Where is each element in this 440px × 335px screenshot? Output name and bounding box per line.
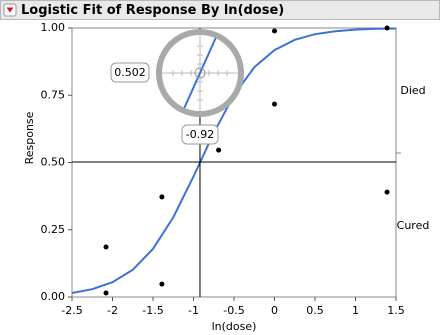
x-axis-label: ln(dose): [212, 320, 257, 333]
level-label: Cured: [397, 219, 430, 232]
y-tick-label: 1.00: [41, 21, 66, 34]
data-point: [103, 290, 109, 296]
y-tick-label: 0.50: [41, 156, 66, 169]
data-point: [272, 101, 277, 107]
crosshair-x-label: -0.92: [186, 128, 214, 141]
data-point: [103, 244, 109, 250]
x-tick-label: 0.5: [306, 304, 324, 317]
x-tick-label: -1.5: [142, 304, 163, 317]
data-point: [384, 189, 390, 195]
data-point: [216, 147, 222, 153]
x-tick-label: 1: [352, 304, 359, 317]
y-tick-label: 0.75: [41, 88, 66, 101]
magnifier-center: [194, 67, 206, 79]
crosshair-y-box: [110, 62, 150, 83]
data-point: [159, 281, 165, 287]
x-tick-label: 0: [271, 304, 278, 317]
x-tick-label: -0.5: [223, 304, 244, 317]
y-tick-label: 0.25: [41, 223, 66, 236]
crosshair-y-label: 0.502: [114, 66, 146, 79]
magnifier-curve: [177, 33, 223, 113]
level-label: Died: [400, 84, 425, 97]
crosshair-x-box: [181, 124, 219, 145]
x-tick-label: -2.5: [61, 304, 82, 317]
y-tick-label: 0.00: [41, 290, 66, 303]
chart-title: Logistic Fit of Response By ln(dose): [21, 3, 284, 18]
x-tick-label: -2: [107, 304, 118, 317]
x-tick-label: 1.5: [387, 304, 405, 317]
magnifier-view: [160, 33, 240, 113]
y-axis-label: Response: [23, 111, 36, 164]
data-point: [272, 28, 277, 34]
magnifier-ring: [156, 29, 244, 117]
x-tick-label: -1: [188, 304, 199, 317]
data-point: [384, 25, 390, 31]
red-triangle: [6, 7, 14, 13]
data-point: [159, 194, 165, 200]
